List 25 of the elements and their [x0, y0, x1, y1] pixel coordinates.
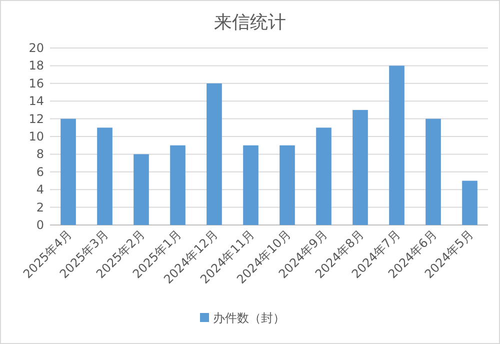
- y-tick-label: 16: [28, 76, 44, 90]
- bar: [462, 180, 478, 225]
- y-tick-label: 20: [28, 41, 44, 55]
- bar: [389, 66, 404, 225]
- bar: [352, 110, 368, 225]
- bar: [243, 145, 258, 225]
- bar: [280, 145, 295, 225]
- bar: [316, 128, 332, 225]
- bar: [134, 154, 149, 225]
- bar: [170, 145, 186, 225]
- y-tick-label: 2: [36, 200, 44, 214]
- y-tick-label: 0: [36, 218, 44, 232]
- y-tick-label: 18: [28, 58, 44, 73]
- y-tick-label: 8: [36, 147, 44, 162]
- bar: [206, 83, 222, 225]
- y-tick-label: 14: [28, 94, 44, 108]
- bar: [97, 128, 112, 225]
- y-tick-label: 10: [28, 130, 44, 144]
- bar: [426, 118, 441, 225]
- chart-title: 来信统计: [214, 12, 286, 33]
- legend-label: 办件数（封）: [213, 311, 285, 325]
- y-tick-label: 6: [36, 164, 44, 179]
- bar: [60, 118, 76, 225]
- y-tick-label: 4: [36, 182, 44, 197]
- y-tick-label: 12: [28, 112, 44, 126]
